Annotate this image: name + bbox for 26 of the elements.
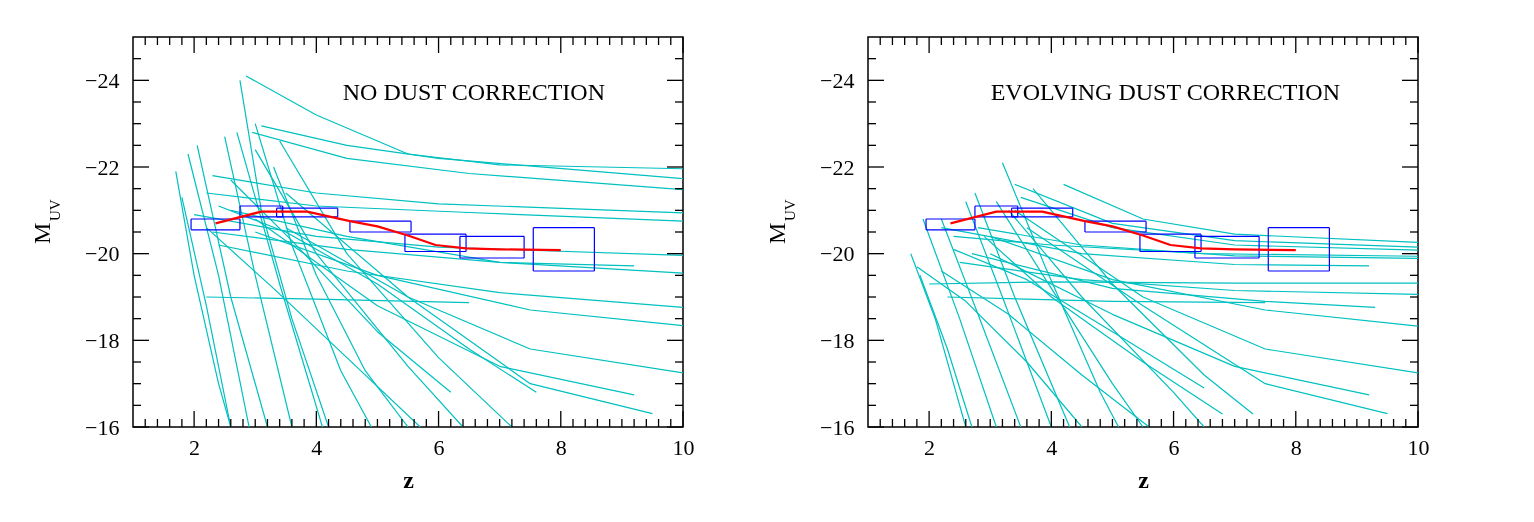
y-axis-title: MUV: [29, 199, 63, 244]
y-tick-label: −22: [85, 154, 120, 180]
y-tick-label: −16: [820, 414, 855, 440]
x-tick-label: 8: [555, 434, 567, 460]
annotation: NO DUST CORRECTION: [342, 79, 605, 105]
y-tick-label: −24: [85, 67, 120, 93]
y-tick-label: −18: [85, 327, 120, 353]
x-tick-label: 8: [1290, 434, 1302, 460]
y-tick-label: −20: [85, 241, 120, 267]
x-tick-label: 2: [924, 434, 936, 460]
y-tick-label: −18: [820, 327, 855, 353]
x-tick-label: 10: [672, 434, 695, 460]
x-axis-title: z: [403, 466, 415, 493]
x-axis-title: z: [1138, 466, 1150, 493]
x-tick-label: 6: [433, 434, 445, 460]
annotation: EVOLVING DUST CORRECTION: [990, 79, 1340, 105]
x-tick-label: 4: [311, 434, 323, 460]
x-tick-label: 4: [1046, 434, 1058, 460]
y-tick-label: −22: [820, 154, 855, 180]
y-axis-title: MUV: [764, 199, 798, 244]
x-tick-label: 6: [1168, 434, 1180, 460]
x-tick-label: 2: [189, 434, 201, 460]
y-tick-label: −20: [820, 241, 855, 267]
y-tick-label: −16: [85, 414, 120, 440]
y-tick-label: −24: [820, 67, 855, 93]
x-tick-label: 10: [1407, 434, 1430, 460]
